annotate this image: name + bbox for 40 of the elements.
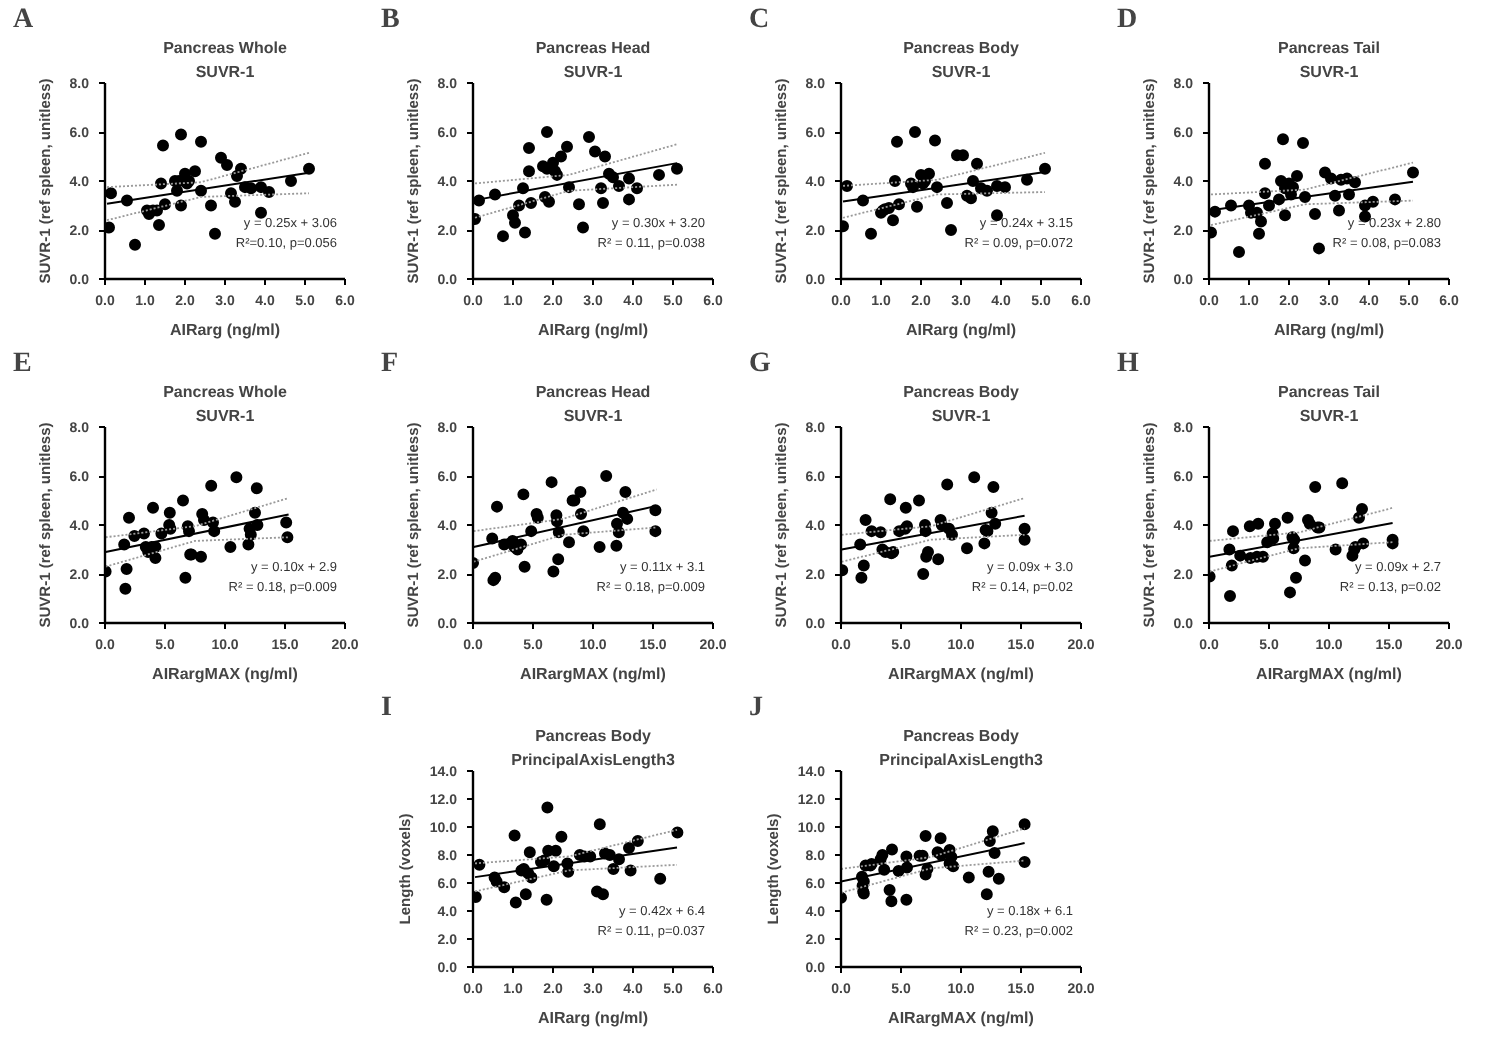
- text: E: [13, 349, 32, 379]
- x-axis-title: AIRargMAX (ng/ml): [888, 665, 1035, 683]
- x-axis-title: AIRargMAX (ng/ml): [888, 1009, 1035, 1027]
- chart-title: Pancreas Body: [535, 727, 652, 745]
- x-axis-title: AIRargMAX (ng/ml): [1256, 665, 1403, 683]
- text: F: [381, 349, 399, 379]
- x-axis-title: AIRarg (ng/ml): [537, 321, 649, 339]
- chart-subtitle: PrincipalAxisLength3: [511, 751, 676, 769]
- chart-subtitle: SUVR-1: [195, 407, 256, 425]
- chart-subtitle: SUVR-1: [563, 407, 624, 425]
- chart-title: Pancreas Body: [903, 727, 1020, 745]
- x-axis-title: AIRargMAX (ng/ml): [152, 665, 299, 683]
- chart-title: Pancreas Head: [535, 39, 651, 57]
- chart-subtitle: SUVR-1: [563, 63, 624, 81]
- chart-subtitle: SUVR-1: [1299, 407, 1360, 425]
- x-axis-title: AIRarg (ng/ml): [905, 321, 1017, 339]
- chart-title: Pancreas Body: [903, 39, 1020, 57]
- x-axis-title: AIRargMAX (ng/ml): [520, 665, 667, 683]
- chart-subtitle: SUVR-1: [195, 63, 256, 81]
- chart-subtitle: SUVR-1: [931, 63, 992, 81]
- text: B: [381, 5, 400, 35]
- text: D: [1117, 5, 1138, 35]
- chart-title: Pancreas Tail: [1278, 39, 1381, 57]
- chart-subtitle: SUVR-1: [1299, 63, 1360, 81]
- chart-title: Pancreas Tail: [1278, 383, 1381, 401]
- text: H: [1117, 349, 1139, 379]
- x-axis-title: AIRarg (ng/ml): [537, 1009, 649, 1027]
- text: C: [749, 5, 770, 35]
- chart-title: Pancreas Body: [903, 383, 1020, 401]
- chart-title: Pancreas Head: [535, 383, 651, 401]
- text: A: [13, 5, 35, 35]
- chart-subtitle: SUVR-1: [931, 407, 992, 425]
- x-axis-title: AIRarg (ng/ml): [1273, 321, 1385, 339]
- chart-title: Pancreas Whole: [163, 39, 288, 57]
- text: G: [749, 349, 771, 379]
- text: J: [749, 693, 763, 723]
- text: I: [381, 693, 392, 723]
- chart-subtitle: PrincipalAxisLength3: [879, 751, 1044, 769]
- chart-title: Pancreas Whole: [163, 383, 288, 401]
- x-axis-title: AIRarg (ng/ml): [169, 321, 281, 339]
